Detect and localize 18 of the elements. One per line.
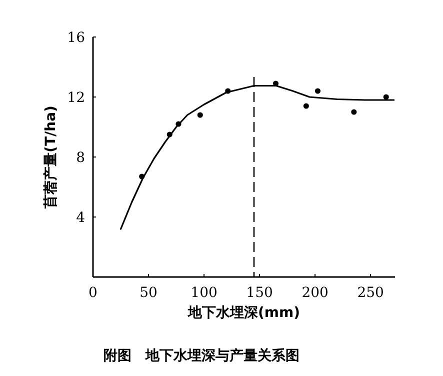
x-tick-label: 150 (246, 285, 273, 301)
point (351, 109, 357, 115)
text: 附图 地下水埋深与产量关系图 (104, 347, 300, 364)
y-tick-label: 12 (67, 90, 85, 106)
x-axis-title: 地下水埋深(mm) (187, 305, 300, 321)
point (314, 88, 321, 94)
y-tick-label: 4 (76, 210, 86, 226)
point (383, 94, 389, 100)
x-tick-label: 50 (140, 285, 158, 301)
x-tick-label: 0 (88, 285, 98, 301)
point (197, 112, 203, 118)
y-tick-label: 8 (76, 150, 85, 166)
x-tick-label: 100 (190, 285, 218, 301)
x-tick-label: 200 (302, 285, 328, 301)
point (303, 103, 309, 109)
x-tick-label: 250 (357, 285, 384, 301)
y-tick-label: 16 (67, 30, 86, 46)
y-axis-title: 苜蓿产量(T/ha) (42, 106, 59, 210)
